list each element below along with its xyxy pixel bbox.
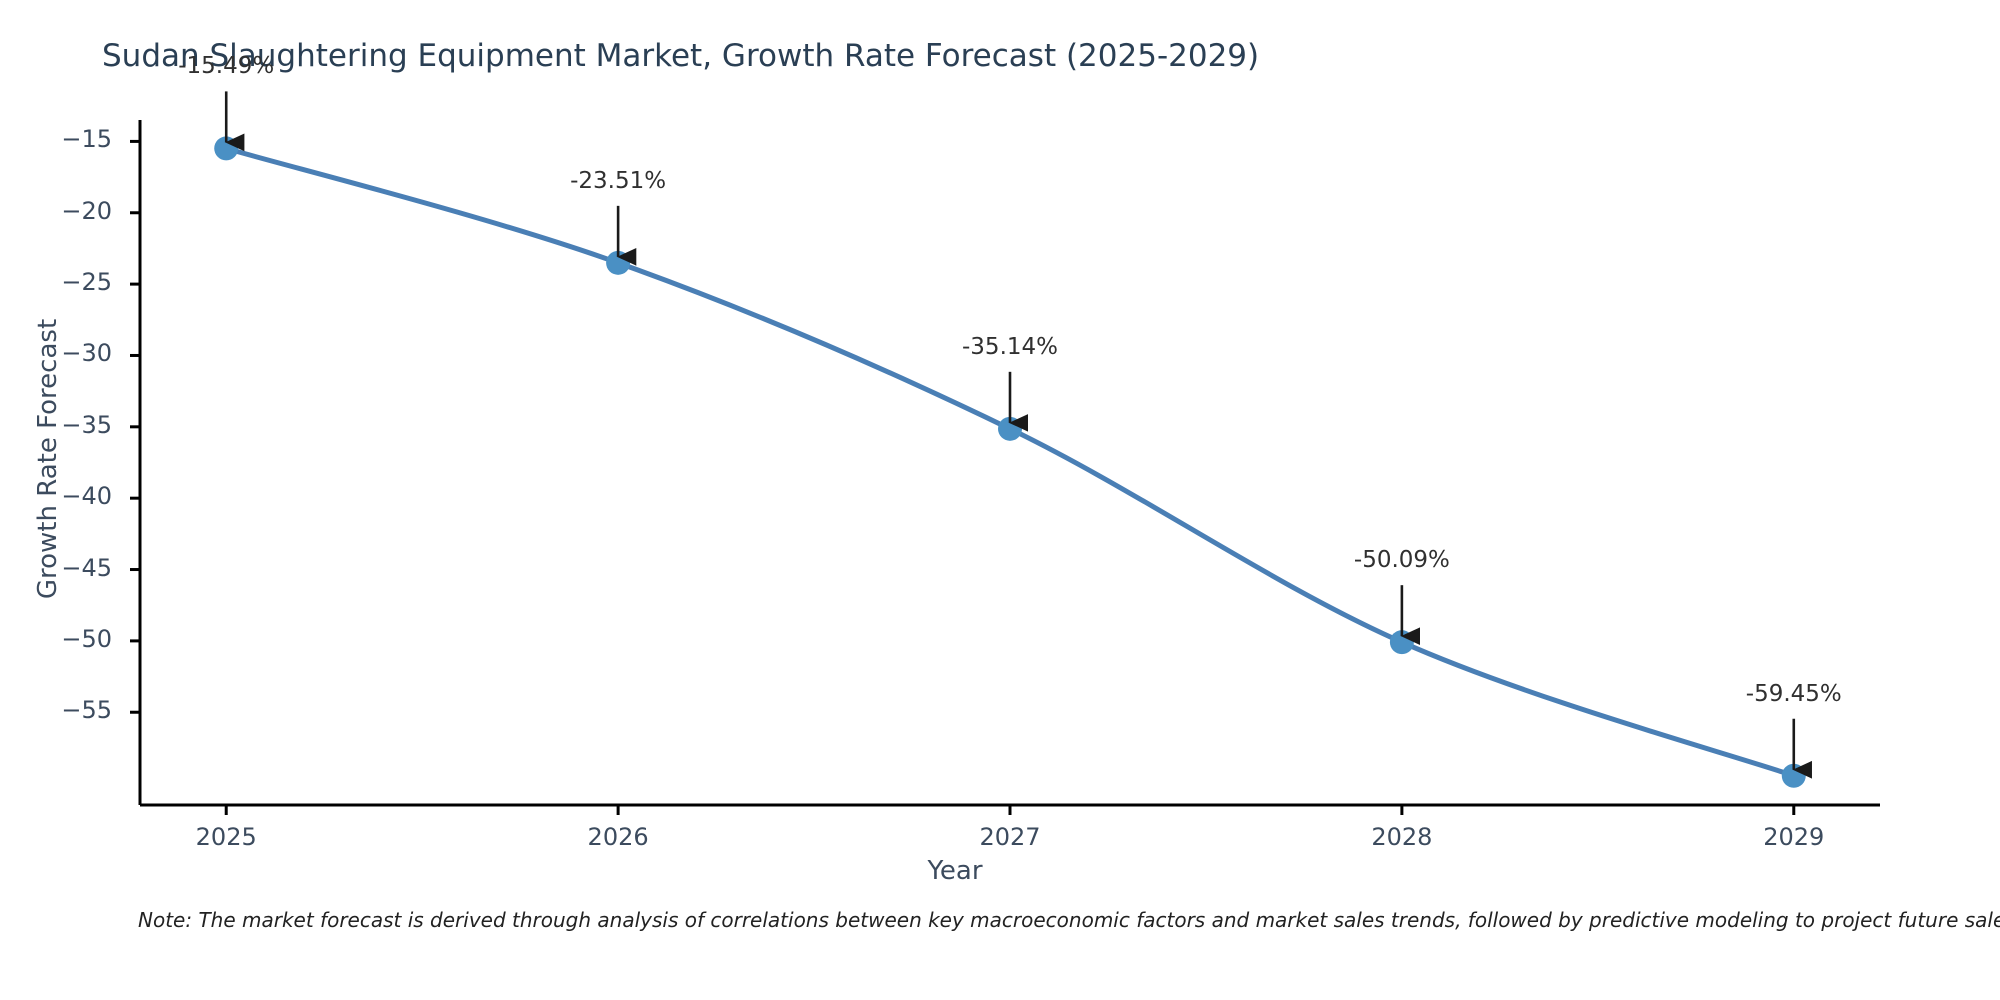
y-tick-label: −55: [61, 696, 112, 725]
y-tick-label: −25: [61, 268, 112, 297]
data-point-label: -59.45%: [1745, 680, 1842, 707]
y-tick-marks: [130, 139, 140, 714]
x-axis-title-text: Year: [927, 856, 983, 886]
annotation-arrows: [224, 91, 1812, 779]
y-tick-label: −50: [61, 624, 112, 653]
data-point-label: -23.51%: [570, 167, 667, 194]
x-axis-title: Year: [0, 856, 2000, 886]
data-point-markers: [214, 136, 1806, 788]
y-tick-label: −45: [61, 553, 112, 582]
x-tick-label: 2027: [979, 823, 1041, 851]
data-point-label: -35.14%: [962, 333, 1058, 360]
x-tick-marks: [224, 805, 1796, 815]
y-tick-label: −35: [61, 410, 112, 439]
page-title: Sudan Slaughtering Equipment Market, Gro…: [102, 38, 1260, 74]
data-point-label: -50.09%: [1353, 547, 1450, 574]
y-tick-label: −20: [61, 196, 112, 225]
x-tick-label: 2026: [587, 823, 649, 851]
x-tick-label: 2029: [1763, 823, 1825, 851]
x-tick-label: 2025: [195, 823, 257, 851]
data-series-line: [223, 145, 1797, 779]
data-point-label: -15.49%: [178, 53, 275, 80]
y-tick-label: −30: [61, 339, 112, 368]
chart-footnote: Note: The market forecast is derived thr…: [138, 908, 2000, 932]
y-axis-title: Growth Rate Forecast: [33, 318, 63, 600]
y-tick-label: −40: [61, 482, 112, 511]
y-tick-label: −15: [61, 125, 112, 154]
x-tick-label: 2028: [1371, 823, 1433, 851]
